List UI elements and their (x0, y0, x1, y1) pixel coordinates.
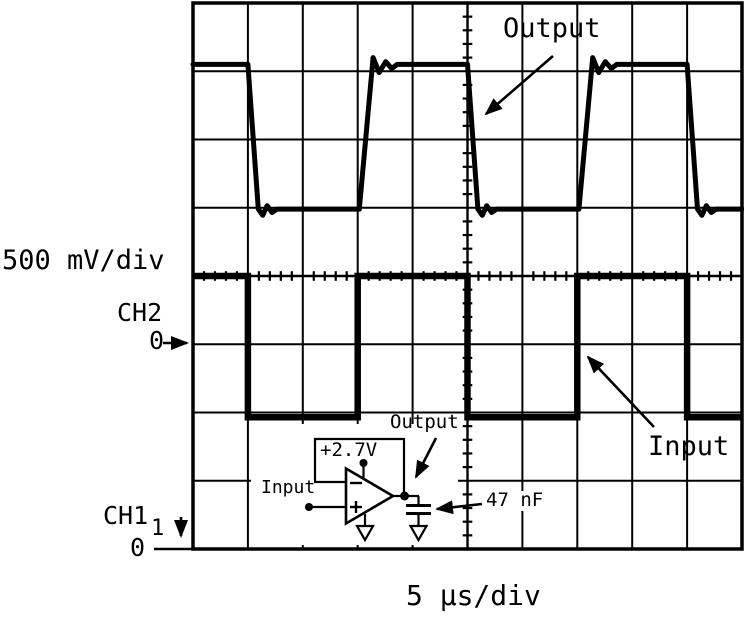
circuit-input-label: Input (261, 477, 316, 498)
capacitor-value-label: 47 nF (484, 489, 546, 511)
circuit-output-label: Output (390, 411, 459, 433)
capacitor-value-arrow (435, 500, 483, 515)
feedback-wire (313, 437, 406, 496)
capacitor-ground-symbol (408, 524, 429, 543)
annotation-marks (154, 55, 655, 551)
ch2-zero-label: 0 (149, 326, 165, 355)
opamp-ground-symbol (355, 524, 375, 543)
input-trace (193, 272, 742, 421)
ch2-label: CH2 (117, 298, 163, 327)
circuit-output-arrow (414, 437, 438, 479)
input-annotation-arrow (586, 355, 655, 428)
output-trace-annotation: Output (503, 13, 601, 44)
output-annotation-arrow (484, 55, 554, 116)
ch1-zero-label: 0 (130, 533, 146, 562)
output-trace (190, 55, 744, 218)
ch1-label: CH1 (103, 501, 149, 530)
ch1-marker-label: 1 (151, 516, 165, 541)
vertical-scale-label: 500 mV/div (2, 245, 165, 276)
circuit-supply-label: +2.7V (320, 439, 378, 461)
horizontal-scale-label: 5 μs/div (406, 579, 541, 612)
circuit-inset (251, 424, 458, 545)
input-trace-annotation: Input (648, 431, 730, 462)
output-node-dot (400, 491, 409, 501)
waveform-traces (190, 55, 744, 421)
